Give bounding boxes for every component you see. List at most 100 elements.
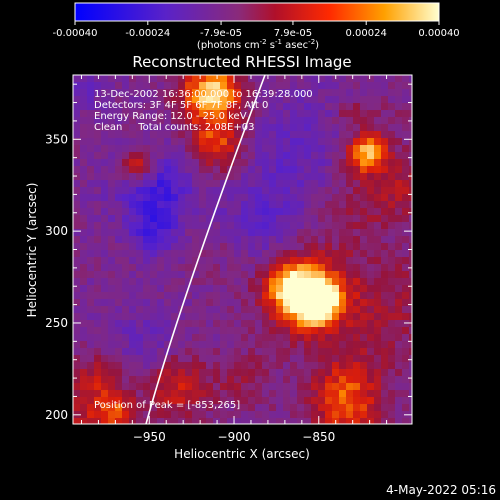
heatmap-cell — [80, 152, 88, 160]
heatmap-cell — [388, 292, 396, 300]
heatmap-cell — [213, 215, 221, 223]
heatmap-cell — [192, 348, 200, 356]
heatmap-cell — [381, 124, 389, 132]
heatmap-cell — [122, 264, 130, 272]
heatmap-cell — [402, 264, 410, 272]
heatmap-cell — [381, 278, 389, 286]
heatmap-cell — [297, 257, 305, 265]
heatmap-cell — [178, 138, 186, 146]
info-detectors: Detectors: 3F 4F 5F 6F 7F 8F, Att 0 — [94, 100, 268, 111]
heatmap-cell — [87, 299, 95, 307]
heatmap-cell — [304, 383, 312, 391]
heatmap-cell — [143, 96, 151, 104]
heatmap-cell — [325, 313, 333, 321]
heatmap-cell — [283, 320, 291, 328]
heatmap-cell — [311, 299, 319, 307]
heatmap-cell — [220, 383, 228, 391]
heatmap-cell — [192, 159, 200, 167]
heatmap-cell — [290, 117, 298, 125]
heatmap-cell — [255, 334, 263, 342]
heatmap-cell — [227, 257, 235, 265]
heatmap-cell — [248, 348, 256, 356]
heatmap-cell — [402, 180, 410, 188]
heatmap-cell — [185, 348, 193, 356]
heatmap-cell — [360, 201, 368, 209]
heatmap-cell — [269, 264, 277, 272]
heatmap-cell — [388, 138, 396, 146]
heatmap-cell — [325, 320, 333, 328]
heatmap-cell — [339, 299, 347, 307]
heatmap-cell — [101, 334, 109, 342]
heatmap-cell — [192, 250, 200, 258]
heatmap-cell — [269, 236, 277, 244]
heatmap-cell — [374, 215, 382, 223]
heatmap-cell — [136, 299, 144, 307]
heatmap-cell — [129, 124, 137, 132]
heatmap-cell — [199, 362, 207, 370]
heatmap-cell — [199, 201, 207, 209]
heatmap-cell — [115, 355, 123, 363]
heatmap-cell — [367, 327, 375, 335]
heatmap-cell — [248, 362, 256, 370]
heatmap-cell — [248, 82, 256, 90]
heatmap-cell — [206, 404, 214, 412]
heatmap-cell — [276, 348, 284, 356]
heatmap-cell — [94, 75, 102, 83]
heatmap-cell — [227, 145, 235, 153]
heatmap-cell — [409, 369, 412, 377]
heatmap-cell — [234, 229, 242, 237]
heatmap-cell — [199, 82, 207, 90]
heatmap-cell — [311, 271, 319, 279]
heatmap-cell — [227, 411, 235, 419]
heatmap-cell — [269, 418, 277, 424]
heatmap-cell — [199, 229, 207, 237]
heatmap-cell — [185, 313, 193, 321]
heatmap-cell — [367, 166, 375, 174]
heatmap-cell — [318, 418, 326, 424]
heatmap-cell — [360, 208, 368, 216]
heatmap-cell — [360, 390, 368, 398]
heatmap-cell — [157, 117, 165, 125]
heatmap-cell — [255, 313, 263, 321]
heatmap-cell — [80, 215, 88, 223]
heatmap-cell — [87, 124, 95, 132]
heatmap-cell — [122, 376, 130, 384]
heatmap-cell — [409, 159, 412, 167]
heatmap-cell — [311, 362, 319, 370]
heatmap-cell — [395, 215, 403, 223]
heatmap-cell — [192, 397, 200, 405]
heatmap-cell — [325, 131, 333, 139]
heatmap-cell — [143, 215, 151, 223]
heatmap-cell — [402, 222, 410, 230]
heatmap-cell — [290, 278, 298, 286]
heatmap-cell — [164, 306, 172, 314]
heatmap-cell — [213, 229, 221, 237]
heatmap-cell — [80, 271, 88, 279]
heatmap-cell — [171, 236, 179, 244]
heatmap-cell — [157, 390, 165, 398]
heatmap-cell — [122, 243, 130, 251]
heatmap-cell — [171, 138, 179, 146]
heatmap-cell — [346, 250, 354, 258]
heatmap-cell — [143, 159, 151, 167]
heatmap-cell — [220, 285, 228, 293]
heatmap-cell — [297, 166, 305, 174]
heatmap-cell — [311, 313, 319, 321]
heatmap-cell — [115, 89, 123, 97]
heatmap-cell — [290, 138, 298, 146]
heatmap-cell — [101, 397, 109, 405]
heatmap-cell — [101, 236, 109, 244]
heatmap-cell — [206, 376, 214, 384]
heatmap-cell — [94, 348, 102, 356]
heatmap-cell — [241, 110, 249, 118]
heatmap-cell — [122, 131, 130, 139]
heatmap-cell — [164, 229, 172, 237]
heatmap-cell — [185, 306, 193, 314]
heatmap-cell — [276, 187, 284, 195]
heatmap-cell — [73, 208, 81, 216]
heatmap-cell — [318, 383, 326, 391]
heatmap-cell — [234, 285, 242, 293]
heatmap-cell — [171, 103, 179, 111]
heatmap-cell — [199, 390, 207, 398]
heatmap-cell — [353, 362, 361, 370]
